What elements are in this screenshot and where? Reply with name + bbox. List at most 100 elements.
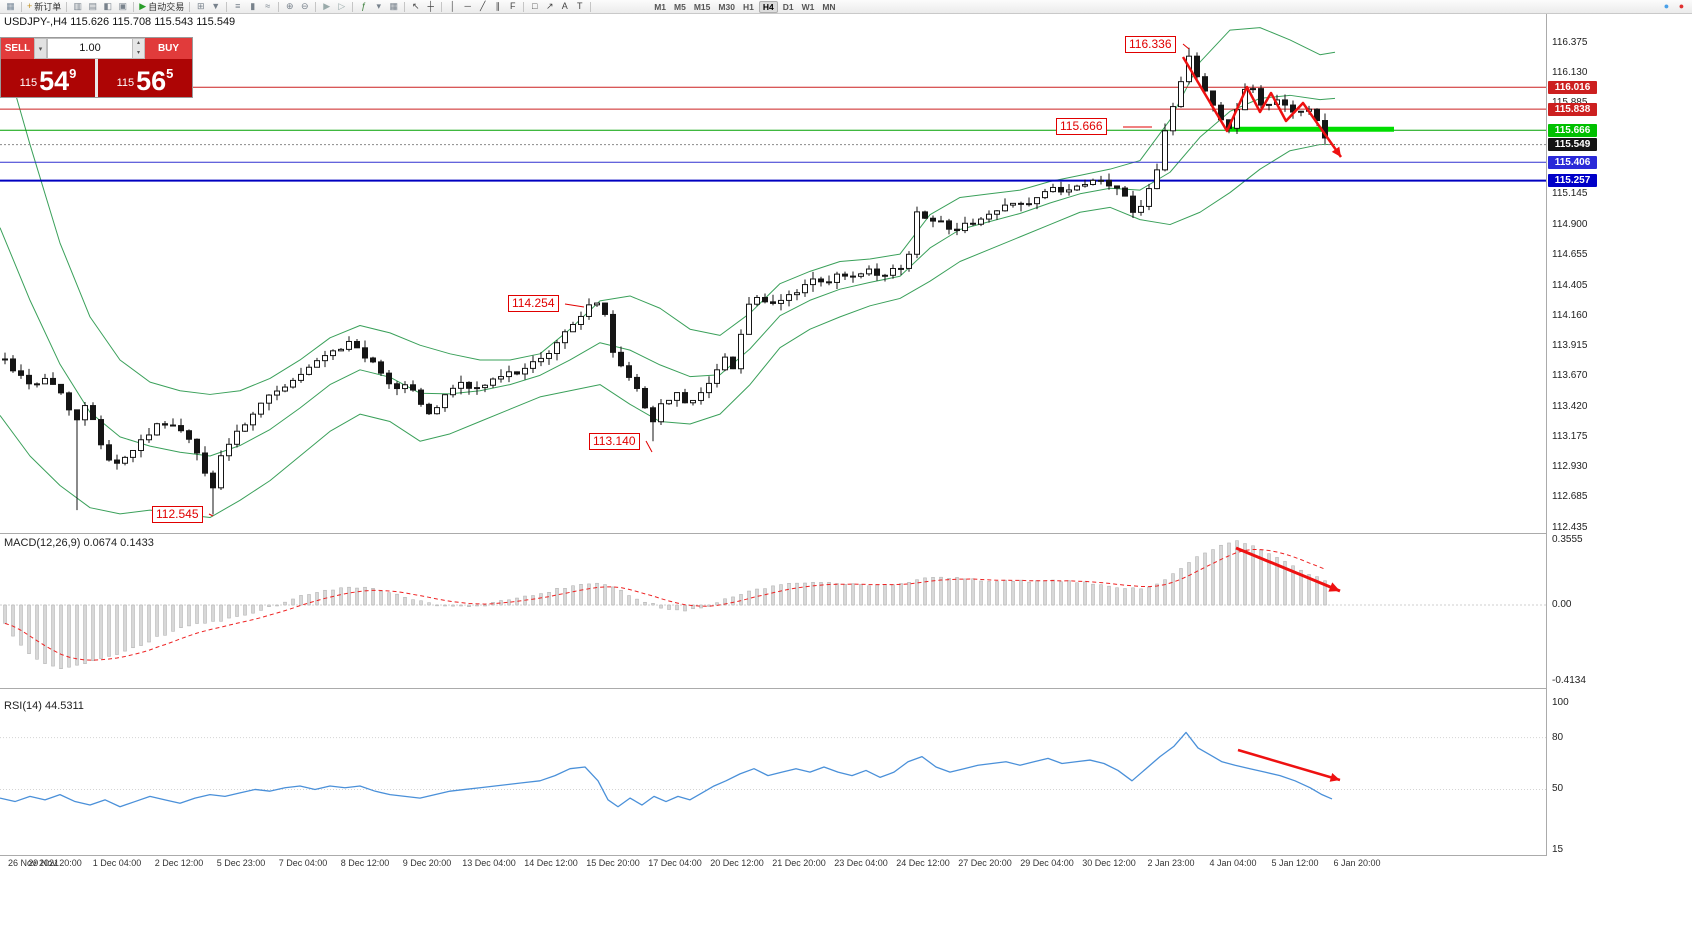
volume-down-button[interactable]: ▾ <box>136 49 140 56</box>
indicators-button[interactable]: ƒ <box>356 1 371 13</box>
bar-chart-button[interactable]: ≡ <box>230 1 245 13</box>
toolbar-separator <box>133 1 135 12</box>
rsi-axis-tick: 80 <box>1552 731 1564 743</box>
timeframe-d1-button[interactable]: D1 <box>782 1 794 12</box>
price-axis-tick: 114.160 <box>1552 309 1588 321</box>
timeframe-m1-button[interactable]: M1 <box>654 1 667 12</box>
timeframe-h1-button[interactable]: H1 <box>742 1 754 12</box>
timeframe-m15-button[interactable]: M15 <box>693 1 711 12</box>
new-chart-icon: ⊞ <box>196 1 205 11</box>
time-axis-label: 17 Dec 04:00 <box>648 858 702 868</box>
sell-price-display[interactable]: 115 54 9 <box>1 59 95 97</box>
price-level-marker: 115.549 <box>1548 138 1597 152</box>
templates-button[interactable]: ▦ <box>386 1 401 13</box>
time-axis-label: 4 Jan 04:00 <box>1209 858 1257 868</box>
toolbar-separator <box>226 1 228 12</box>
toolbar-separator <box>523 1 525 12</box>
time-axis-label: 7 Dec 04:00 <box>278 858 328 868</box>
text-button[interactable]: A <box>557 1 572 13</box>
sell-price-pips: 54 <box>39 66 70 97</box>
time-axis-label: 20 Dec 12:00 <box>710 858 764 868</box>
price-axis-tick: 112.435 <box>1552 522 1588 533</box>
new-chart-button[interactable]: ⊞ <box>193 1 208 13</box>
data-window-button[interactable]: ▤ <box>85 1 100 13</box>
chart-ohlc-header: USDJPY-,H4 115.626 115.708 115.543 115.5… <box>4 16 236 28</box>
market-watch-button[interactable]: ▥ <box>70 1 85 13</box>
timeframe-h4-button[interactable]: H4 <box>758 0 778 13</box>
new-order-icon: + <box>27 1 33 11</box>
zoom-in-button[interactable]: ⊕ <box>282 1 297 13</box>
rsi-indicator-label: RSI(14) 44.5311 <box>4 700 84 712</box>
shapes-button[interactable]: □ <box>527 1 542 13</box>
zoom-out-button[interactable]: ⊖ <box>297 1 312 13</box>
zoom-out-icon: ⊖ <box>300 1 309 11</box>
horizontal-line-button[interactable]: ─ <box>460 1 475 13</box>
trade-options-dropdown[interactable]: ▾ <box>34 38 47 59</box>
price-axis-tick: 114.405 <box>1552 279 1588 291</box>
channel-button[interactable]: ∥ <box>490 1 505 13</box>
indicators-icon: ƒ <box>361 1 367 11</box>
buy-price-display[interactable]: 115 56 5 <box>98 59 192 97</box>
time-axis-label: 9 Dec 20:00 <box>402 858 452 868</box>
time-axis-label: 6 Jan 20:00 <box>1333 858 1381 868</box>
vertical-line-button[interactable]: │ <box>445 1 460 13</box>
volume-field[interactable]: 1.00 ▴ ▾ <box>47 38 145 59</box>
toolbar-separator <box>352 1 354 12</box>
timeframe-w1-button[interactable]: W1 <box>801 1 815 12</box>
macd-panel-resize-handle[interactable] <box>0 533 1692 534</box>
terminal-button[interactable]: ▣ <box>115 1 130 13</box>
chart-shift-button[interactable]: ▷ <box>334 1 349 13</box>
charts-icon: ▦ <box>6 1 15 11</box>
auto-trading-button[interactable]: ▶ 自动交易 <box>137 1 186 13</box>
price-level-marker: 115.666 <box>1548 123 1597 137</box>
new-order-button[interactable]: + 新订单 <box>25 1 63 13</box>
toolbar-separator <box>590 1 592 12</box>
horizontal-line-icon: ─ <box>464 1 471 11</box>
fibonacci-button[interactable]: F <box>505 1 520 13</box>
toolbar-separator <box>315 1 317 12</box>
time-axis[interactable]: 26 Nov 2021 29 Nov 20:00 1 Dec 04:00 2 Dec … <box>0 856 1546 872</box>
profiles-button[interactable]: ▼ <box>208 1 223 13</box>
timeframe-m30-button[interactable]: M30 <box>718 1 735 12</box>
market-watch-icon: ▥ <box>73 1 83 11</box>
line-chart-button[interactable]: ≈ <box>260 1 275 13</box>
toolbar-separator <box>278 1 280 12</box>
volume-up-button[interactable]: ▴ <box>136 40 140 46</box>
auto-scroll-button[interactable]: ▶ <box>319 1 334 13</box>
volume-value[interactable]: 1.00 <box>79 42 101 54</box>
arrows-tool-button[interactable]: ↗ <box>542 1 557 13</box>
time-axis-label: 23 Dec 04:00 <box>834 858 888 868</box>
indicator-windows-button[interactable]: ▾ <box>371 1 386 13</box>
time-axis-label: 29 Dec 04:00 <box>1020 858 1074 868</box>
price-axis-tick: 113.420 <box>1552 400 1588 412</box>
auto-scroll-icon: ▶ <box>323 1 331 11</box>
candlestick-chart-button[interactable]: ▮ <box>245 1 260 13</box>
live-update-button[interactable]: ● <box>1674 1 1689 13</box>
timeframe-mn-button[interactable]: MN <box>822 1 836 12</box>
label-button[interactable]: T <box>572 1 587 13</box>
charts-button[interactable]: ▦ <box>3 1 18 13</box>
timeframe-m5-button[interactable]: M5 <box>674 1 686 12</box>
top-toolbar: ▦ + 新订单 ▥ ▤ ◧ ▣ ▶ 自动交易 ⊞ ▼ ≡ ▮ ≈ ⊕ ⊖ ▶ ▷ ƒ ▾ ▦ ↖ ┼ │ ─ ╱ ∥ F □ ↗ A T M1 M… <box>0 0 1692 14</box>
time-axis-label: 27 Dec 20:00 <box>958 858 1012 868</box>
price-level-marker: 115.406 <box>1548 155 1597 169</box>
rsi-axis-tick: 15 <box>1552 843 1564 855</box>
time-axis-separator <box>0 855 1692 856</box>
price-axis[interactable]: 116.375116.130115.885115.640115.395115.1… <box>1547 14 1692 870</box>
rsi-panel-resize-handle[interactable] <box>0 688 1692 689</box>
crosshair-button[interactable]: ┼ <box>423 1 438 13</box>
rsi-axis-tick: 50 <box>1552 783 1564 795</box>
time-axis-label: 26 Nov 2021 <box>8 858 60 868</box>
price-axis-tick: 113.670 <box>1552 369 1588 381</box>
sell-button[interactable]: SELL <box>1 38 34 59</box>
community-button[interactable]: ● <box>1659 1 1674 13</box>
buy-button[interactable]: BUY <box>145 38 192 59</box>
community-icon: ● <box>1663 1 1670 11</box>
price-level-marker: 116.016 <box>1548 80 1597 94</box>
navigator-button[interactable]: ◧ <box>100 1 115 13</box>
price-axis-tick: 112.930 <box>1552 461 1588 473</box>
trendline-button[interactable]: ╱ <box>475 1 490 13</box>
new-order-label: 新订单 <box>34 2 62 12</box>
cursor-button[interactable]: ↖ <box>408 1 423 13</box>
